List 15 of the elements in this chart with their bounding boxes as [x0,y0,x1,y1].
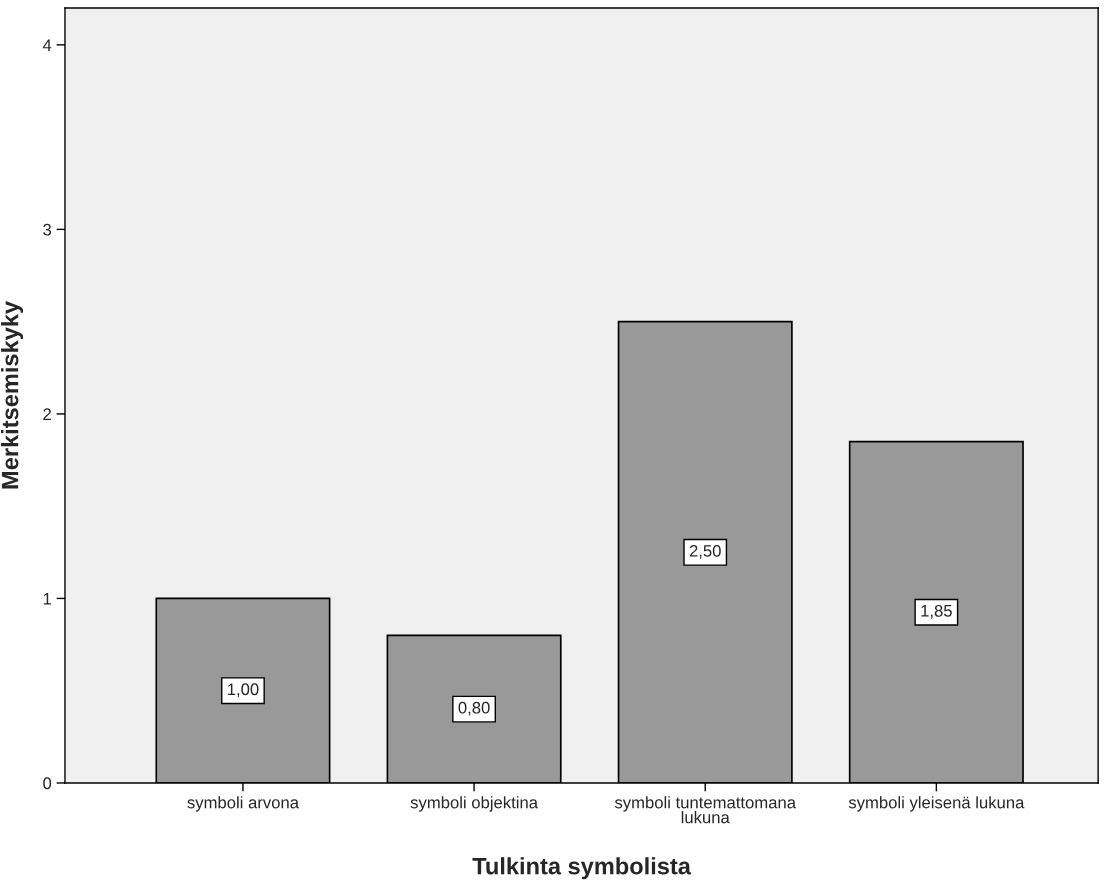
x-tick-label: symboli arvona [187,796,299,812]
data-label: 2,50 [689,544,721,559]
y-tick-label: 2 [43,408,51,420]
y-tick-label: 1 [43,593,51,605]
y-tick-label: 0 [43,777,52,790]
x-tick-label: symboli yleisenä lukuna [848,796,1025,812]
data-label: 0,80 [458,701,490,716]
y-tick-label: 3 [43,223,52,236]
y-axis-title: Merkitsemiskyky [1,301,24,489]
data-label: 1,85 [921,604,952,619]
x-tick-label: symboli tuntemattomana lukuna [614,796,797,824]
x-axis-title: Tulkinta symbolista [472,857,692,880]
y-tick-label: 4 [42,39,52,51]
data-label: 1,00 [228,683,259,698]
x-tick-label: symboli objektina [410,796,539,812]
